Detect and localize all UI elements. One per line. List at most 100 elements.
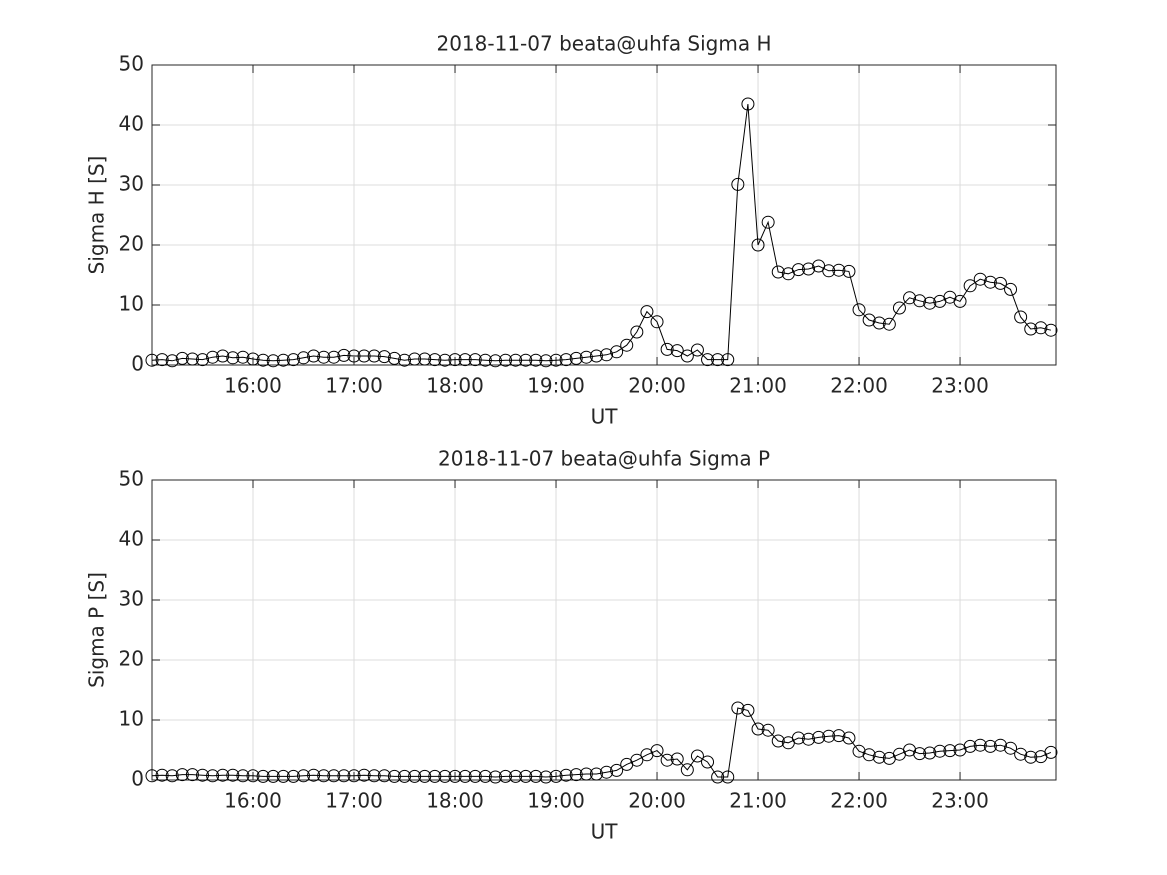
- data-point: [478, 353, 492, 367]
- data-point: [196, 768, 210, 782]
- data-point: [923, 296, 937, 310]
- data-point: [832, 729, 846, 743]
- data-point: [812, 730, 826, 744]
- data-point: [438, 769, 452, 783]
- data-point: [428, 353, 442, 367]
- data-point: [448, 769, 462, 783]
- data-point: [1004, 741, 1018, 755]
- x-axis-label: UT: [591, 405, 619, 429]
- data-point: [903, 291, 917, 305]
- data-point: [317, 350, 331, 364]
- data-point: [973, 738, 987, 752]
- y-tick-label: 0: [131, 352, 144, 376]
- data-point: [499, 353, 513, 367]
- data-point: [256, 353, 270, 367]
- data-point: [286, 353, 300, 367]
- data-point: [569, 351, 583, 365]
- data-point: [297, 351, 311, 365]
- data-point: [680, 349, 694, 363]
- x-tick-label: 21:00: [729, 789, 787, 813]
- data-point: [620, 338, 634, 352]
- data-point: [731, 177, 745, 191]
- data-point: [327, 769, 341, 783]
- x-tick-label: 21:00: [729, 374, 787, 398]
- data-point: [408, 352, 422, 366]
- data-point: [600, 765, 614, 779]
- data-point: [478, 769, 492, 783]
- data-point: [953, 294, 967, 308]
- data-point: [276, 353, 290, 367]
- data-point: [802, 732, 816, 746]
- data-point: [266, 354, 280, 368]
- data-point: [589, 767, 603, 781]
- x-tick-label: 22:00: [830, 789, 888, 813]
- data-point: [539, 770, 553, 784]
- data-point: [377, 769, 391, 783]
- data-point: [418, 352, 432, 366]
- data-point: [802, 262, 816, 276]
- data-point: [660, 342, 674, 356]
- data-point: [943, 744, 957, 758]
- data-point: [1004, 282, 1018, 296]
- data-point: [226, 768, 240, 782]
- data-point: [549, 769, 563, 783]
- data-point: [307, 349, 321, 363]
- data-point: [145, 769, 159, 783]
- data-point: [539, 354, 553, 368]
- y-tick-label: 40: [119, 112, 144, 136]
- data-point: [963, 279, 977, 293]
- data-point: [256, 769, 270, 783]
- data-point: [236, 350, 250, 364]
- data-point: [155, 768, 169, 782]
- data-point: [1014, 747, 1028, 761]
- data-point: [216, 349, 230, 363]
- data-point: [185, 352, 199, 366]
- data-point: [973, 272, 987, 286]
- data-point: [579, 350, 593, 364]
- data-point: [983, 275, 997, 289]
- data-point: [529, 353, 543, 367]
- data-point: [175, 768, 189, 782]
- data-point: [206, 350, 220, 364]
- data-point: [872, 750, 886, 764]
- data-point: [1014, 310, 1028, 324]
- data-point: [650, 315, 664, 329]
- data-point: [559, 768, 573, 782]
- data-point: [579, 767, 593, 781]
- data-point: [822, 729, 836, 743]
- data-point: [377, 350, 391, 364]
- data-point: [398, 353, 412, 367]
- data-point: [983, 739, 997, 753]
- data-point: [963, 739, 977, 753]
- data-point: [458, 353, 472, 367]
- data-point: [155, 353, 169, 367]
- data-point: [993, 738, 1007, 752]
- data-point: [953, 743, 967, 757]
- data-point: [1024, 322, 1038, 336]
- data-point: [357, 768, 371, 782]
- x-tick-label: 22:00: [830, 374, 888, 398]
- data-point: [933, 744, 947, 758]
- data-point: [398, 769, 412, 783]
- data-point: [711, 353, 725, 367]
- data-point: [236, 769, 250, 783]
- data-point: [297, 769, 311, 783]
- data-point: [185, 768, 199, 782]
- data-point: [852, 303, 866, 317]
- data-point: [559, 353, 573, 367]
- data-point: [549, 353, 563, 367]
- x-tick-label: 23:00: [931, 374, 989, 398]
- data-point: [660, 753, 674, 767]
- data-point: [771, 265, 785, 279]
- x-tick-label: 17:00: [325, 789, 383, 813]
- data-point: [488, 770, 502, 784]
- data-point: [327, 350, 341, 364]
- data-point: [731, 701, 745, 715]
- data-point: [600, 348, 614, 362]
- y-tick-label: 10: [119, 292, 144, 316]
- data-point: [165, 769, 179, 783]
- data-point: [448, 353, 462, 367]
- axes-box: [151, 479, 1057, 781]
- data-point: [690, 749, 704, 763]
- y-tick-label: 50: [119, 467, 144, 491]
